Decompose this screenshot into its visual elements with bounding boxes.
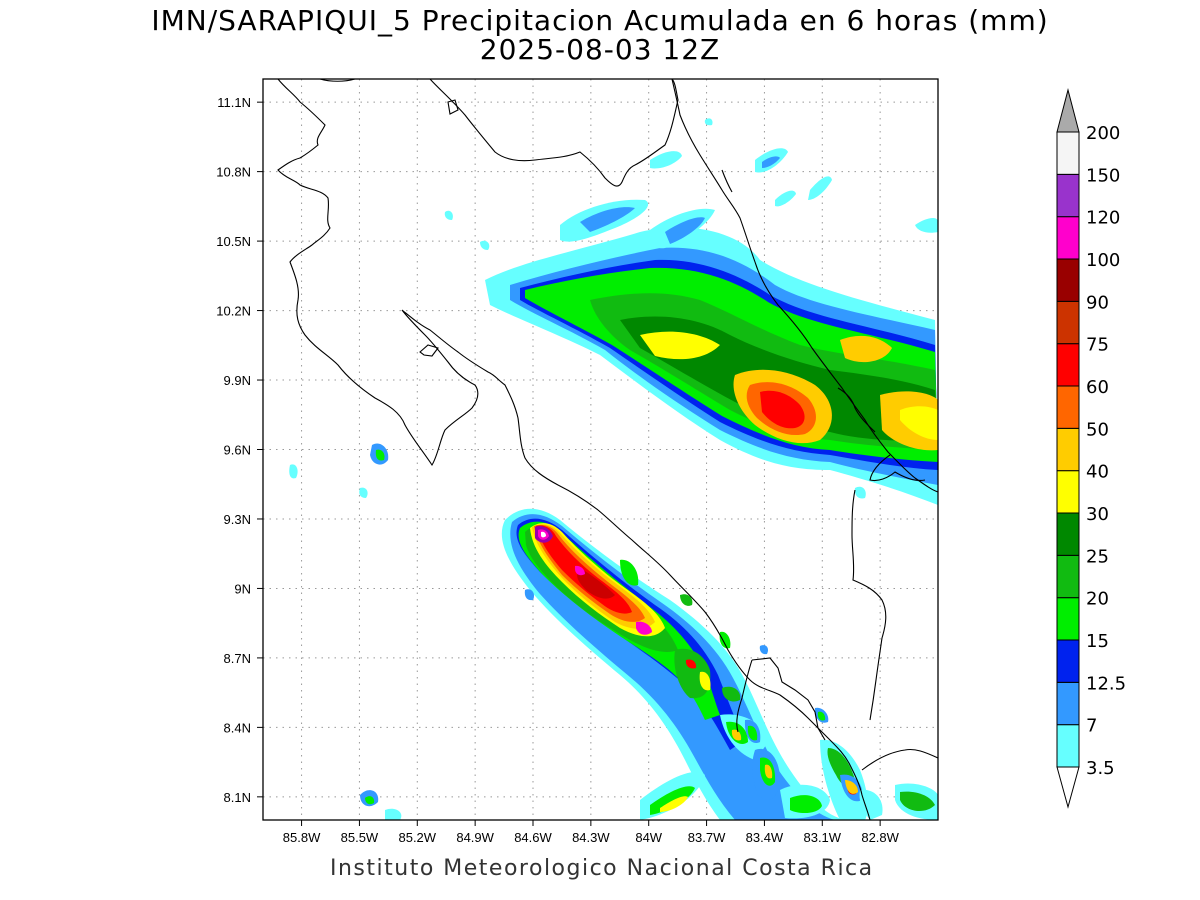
lon-tick-label: 84.9W xyxy=(456,830,494,845)
lon-tick-label: 83.1W xyxy=(803,830,841,845)
precipitation-field xyxy=(289,118,938,820)
colorbar-low-triangle xyxy=(1056,766,1080,809)
lat-tick-label: 9.6N xyxy=(224,443,251,458)
colorbar-box xyxy=(1056,300,1080,345)
colorbar-box xyxy=(1056,470,1080,514)
lon-tick-label: 84.3W xyxy=(572,830,610,845)
precip-cells-southeast xyxy=(640,707,938,820)
map-subtitle: 2025-08-03 12Z xyxy=(479,33,721,66)
colorbar-box xyxy=(1056,258,1080,302)
lon-tick-label: 83.4W xyxy=(746,830,784,845)
map-title: IMN/SARAPIQUI_5 Precipitacion Acumulada … xyxy=(151,4,1049,37)
colorbar-label: 150 xyxy=(1086,165,1120,186)
precip-scattered-cells xyxy=(289,118,938,820)
latitude-tick-labels: 8.1N 8.4N 8.7N 9N 9.3N 9.6N 9.9N 10.2N 10.5N 10.8… xyxy=(216,95,251,805)
lat-tick-label: 10.8N xyxy=(216,165,251,180)
coastline-borders xyxy=(277,79,938,820)
colorbar-label: 40 xyxy=(1086,462,1109,483)
colorbar-box xyxy=(1056,343,1080,387)
colorbar-label: 60 xyxy=(1086,377,1109,398)
colorbar-label: 15 xyxy=(1086,631,1109,652)
colorbar-label: 75 xyxy=(1086,335,1109,356)
lat-tick-label: 8.7N xyxy=(224,651,251,666)
colorbar-high-triangle xyxy=(1056,88,1080,133)
colorbar-label: 90 xyxy=(1086,292,1109,313)
lat-tick-label: 9.3N xyxy=(224,512,251,527)
lon-tick-label: 85.2W xyxy=(398,830,436,845)
colorbar-box xyxy=(1056,681,1080,726)
colorbar-box xyxy=(1056,724,1080,768)
lat-tick-label: 9.9N xyxy=(224,373,251,388)
lon-tick-label: 84W xyxy=(635,830,662,845)
lon-tick-label: 85.8W xyxy=(283,830,321,845)
colorbar-box xyxy=(1056,554,1080,599)
colorbar-label: 30 xyxy=(1086,504,1109,525)
lon-tick-label: 82.8W xyxy=(861,830,899,845)
lat-tick-label: 10.5N xyxy=(216,234,251,249)
colorbar-box xyxy=(1056,427,1080,472)
lat-tick-label: 8.1N xyxy=(224,790,251,805)
lat-tick-label: 11.1N xyxy=(217,95,251,110)
colorbar-box xyxy=(1056,512,1080,556)
colorbar-label: 50 xyxy=(1086,419,1109,440)
colorbar-box xyxy=(1056,597,1080,641)
colorbar-label: 12.5 xyxy=(1086,673,1126,694)
lon-tick-label: 83.7W xyxy=(688,830,726,845)
longitude-tick-labels: 85.8W 85.5W 85.2W 84.9W 84.6W 84.3W 84W 83.7W 83… xyxy=(283,830,900,845)
colorbar-box xyxy=(1056,173,1080,218)
colorbar-box xyxy=(1056,216,1080,260)
lon-tick-label: 84.6W xyxy=(514,830,552,845)
colorbar-label: 7 xyxy=(1086,716,1097,737)
precip-band-south xyxy=(501,508,850,820)
colorbar-label: 20 xyxy=(1086,589,1109,610)
colorbar-box xyxy=(1056,131,1080,175)
precip-band-north xyxy=(485,227,938,506)
footer-credit: Instituto Meteorologico Nacional Costa R… xyxy=(330,856,874,881)
colorbar-label: 25 xyxy=(1086,546,1109,567)
colorbar-label: 120 xyxy=(1086,208,1120,229)
colorbar-box xyxy=(1056,385,1080,429)
lat-tick-label: 10.2N xyxy=(216,304,251,319)
colorbar-label: 200 xyxy=(1086,123,1120,144)
colorbar: 3.5 7 12.5 15 20 25 30 40 50 60 75 90 100 120 150 200 xyxy=(1056,88,1126,809)
colorbar-box xyxy=(1056,639,1080,683)
colorbar-label: 100 xyxy=(1086,250,1120,271)
colorbar-label: 3.5 xyxy=(1086,758,1115,779)
lon-tick-label: 85.5W xyxy=(341,830,379,845)
lat-tick-label: 8.4N xyxy=(224,720,251,735)
lat-tick-label: 9N xyxy=(234,581,251,596)
axis-ticks xyxy=(257,101,881,826)
